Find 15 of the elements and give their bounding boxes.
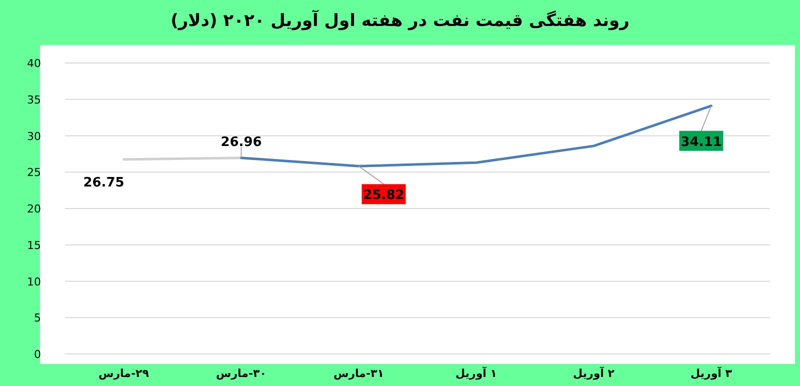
x-tick-label: ۲۹-مارس (98, 367, 150, 380)
chart-title: روند هفتگی قیمت نفت در هفته اول آوریل ۲۰۲۰ (دلار) (170, 9, 630, 31)
x-tick-label: ۳۱-مارس (334, 367, 384, 380)
x-tick-label: ۲ آوریل (573, 366, 615, 380)
data-label: 34.11 (680, 134, 722, 150)
x-tick-label: ۱ آوریل (456, 366, 497, 380)
data-label: 26.96 (220, 134, 262, 150)
y-tick-label: 35 (27, 93, 41, 106)
data-label: 25.82 (363, 188, 404, 204)
y-tick-label: 5 (34, 312, 41, 325)
y-tick-label: 25 (27, 166, 41, 180)
data-label: 26.75 (83, 175, 124, 190)
y-tick-label: 15 (27, 238, 41, 252)
x-tick-label: ۳ آوریل (690, 366, 732, 380)
x-tick-label: ۳۰-مارس (216, 367, 266, 380)
